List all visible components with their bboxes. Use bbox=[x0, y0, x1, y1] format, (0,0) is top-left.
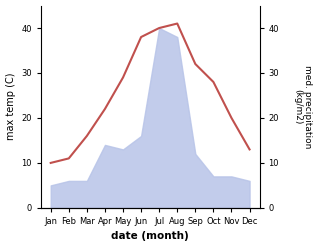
Y-axis label: max temp (C): max temp (C) bbox=[5, 73, 16, 141]
Y-axis label: med. precipitation
(kg/m2): med. precipitation (kg/m2) bbox=[293, 65, 313, 148]
X-axis label: date (month): date (month) bbox=[111, 231, 189, 242]
